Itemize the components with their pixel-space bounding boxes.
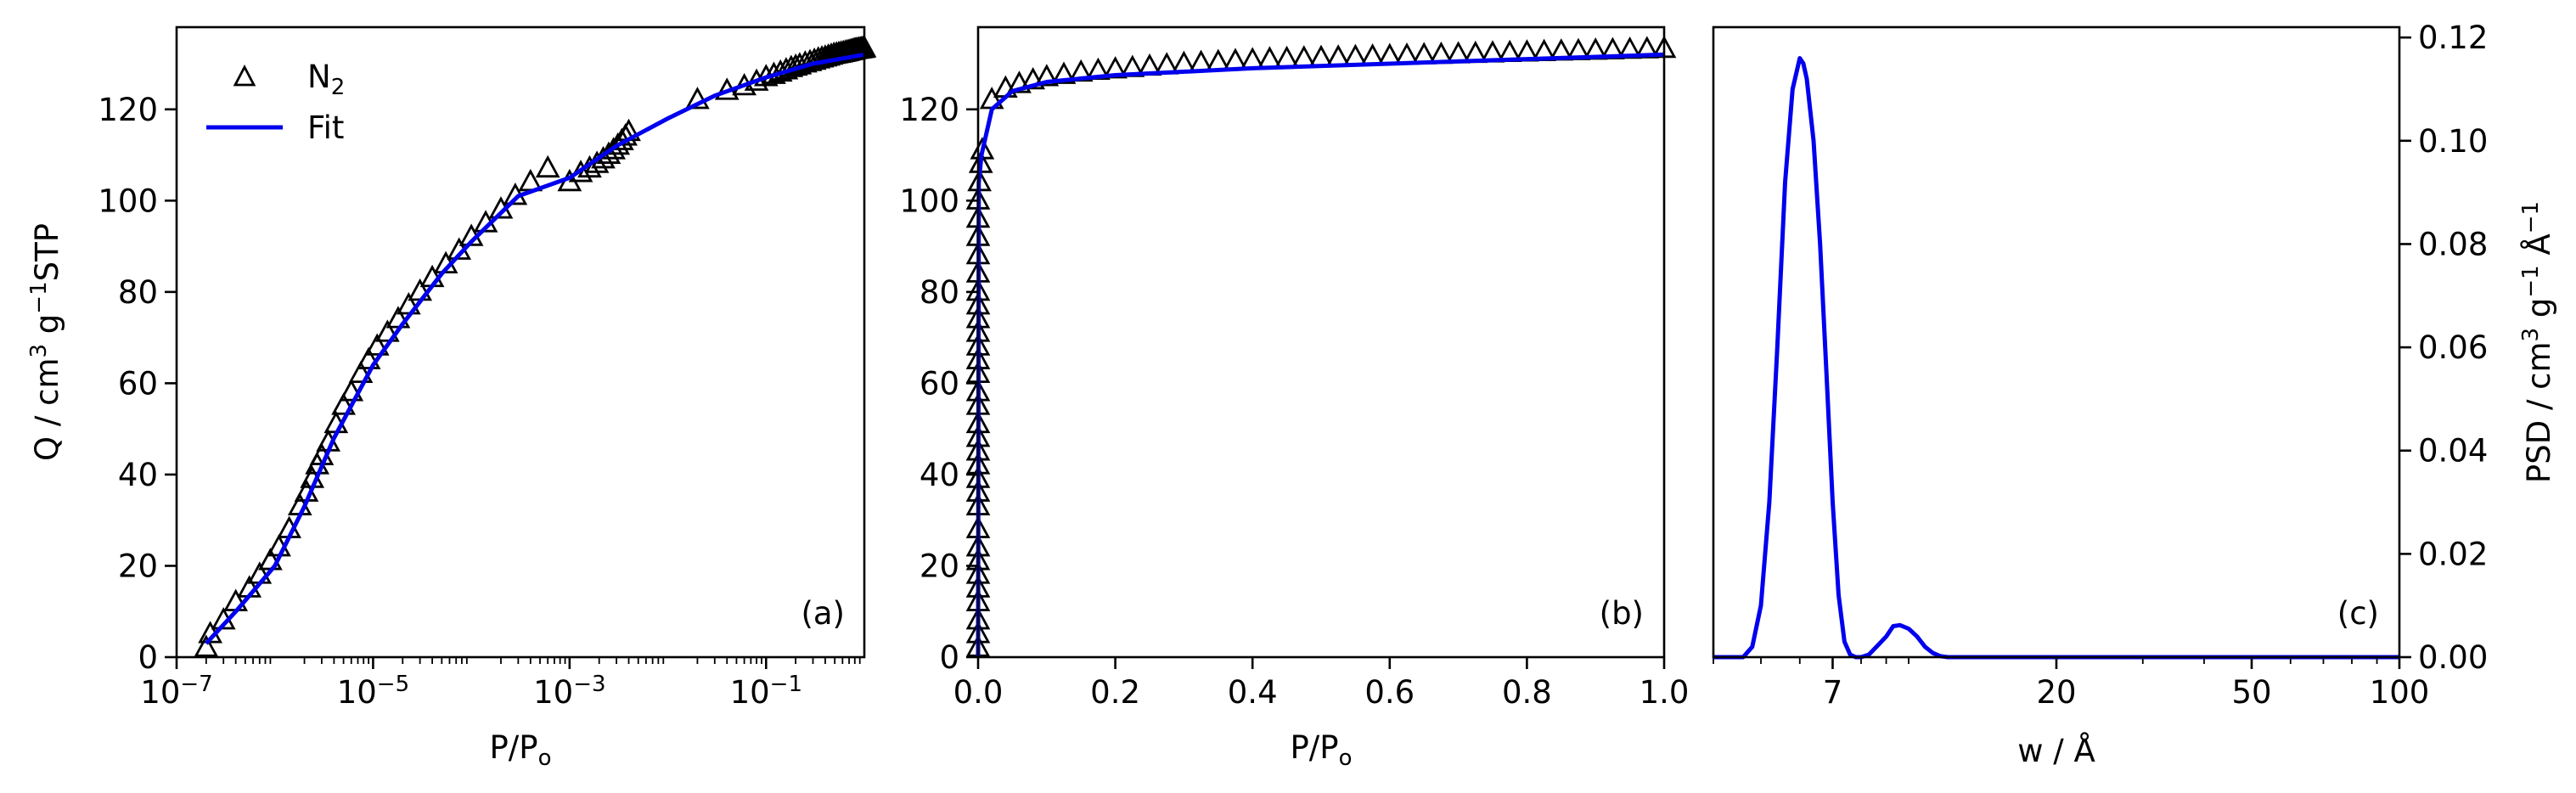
data-point	[339, 379, 364, 402]
data-point	[1051, 61, 1077, 84]
panel-c-plot-area	[1713, 56, 2399, 660]
y-tick-label: 80	[118, 274, 158, 311]
x-tick-label: 0.2	[1090, 674, 1140, 711]
y-tick-label: 0.00	[2418, 639, 2488, 676]
panel-c-y-ticks: 0.00 0.02 0.04 0.06 0.08 0.10 0.12	[2399, 20, 2488, 676]
y-tick-label: 0	[138, 639, 158, 676]
x-tick-label: 1.0	[1640, 674, 1690, 711]
x-tick-label: 10−7	[140, 672, 212, 711]
y-tick-label: 40	[920, 457, 959, 493]
data-point	[356, 346, 381, 369]
x-tick-label: 10−3	[533, 672, 605, 711]
data-point	[787, 52, 813, 75]
x-tick-label: 10−5	[337, 672, 409, 711]
data-point	[364, 333, 390, 356]
panel-a-legend: N2 Fit	[206, 59, 345, 146]
legend-label-fit: Fit	[307, 110, 344, 146]
panel-b-y-ticks: 0 20 40 60 80 100 120	[899, 92, 978, 676]
panel-c-x-ticks: 7 20 50 100	[1713, 657, 2429, 711]
y-tick-label: 0.10	[2418, 123, 2488, 160]
y-tick-label: 60	[920, 365, 959, 402]
panel-c-x-axis-label: w / Å	[2017, 732, 2095, 769]
data-point	[348, 360, 374, 384]
x-tick-label: 0.4	[1228, 674, 1278, 711]
y-tick-label: 40	[118, 457, 158, 493]
panel-b-plot-area	[965, 35, 1677, 658]
panel-a-frame	[175, 25, 866, 659]
panel-b-x-axis-label: P/Po	[1290, 729, 1352, 771]
y-tick-label: 60	[118, 365, 158, 402]
x-tick-label: 20	[2036, 674, 2076, 711]
series-line	[204, 52, 865, 645]
y-tick-label: 0	[939, 639, 959, 676]
y-tick-label: 20	[118, 548, 158, 584]
y-tick-label: 0.02	[2418, 536, 2488, 572]
y-tick-label: 0.08	[2418, 226, 2488, 262]
y-tick-label: 0.06	[2418, 329, 2488, 366]
data-point	[1021, 66, 1045, 90]
panel-a-x-ticks: 10−7 10−5 10−3 10−1	[140, 657, 861, 711]
y-tick-label: 120	[98, 92, 158, 128]
y-tick-label: 120	[899, 92, 959, 128]
data-point	[194, 634, 219, 657]
panel-b-x-ticks: 0.0 0.2 0.4 0.6 0.8 1.0	[953, 657, 1690, 711]
data-point	[685, 87, 710, 110]
y-tick-label: 100	[98, 183, 158, 219]
y-tick-label: 100	[899, 183, 959, 219]
x-tick-label: 0.6	[1364, 674, 1415, 711]
x-tick-label: 0.0	[953, 674, 1004, 711]
x-tick-label: 10−1	[730, 672, 802, 711]
panel-a-x-axis-label: P/Po	[489, 729, 551, 771]
y-tick-label: 80	[920, 274, 959, 311]
panel-b-frame	[976, 25, 1666, 659]
y-tick-label: 20	[920, 548, 959, 584]
data-point	[1007, 70, 1032, 93]
data-point	[1034, 64, 1060, 87]
panel-c-frame	[1712, 25, 2401, 659]
y-tick-label: 0.12	[2418, 20, 2488, 56]
panel-a-y-axis-label: Q / cm3 g−1STP	[26, 223, 65, 461]
x-tick-label: 7	[1823, 674, 1843, 711]
panel-a: 10−7 10−5 10−3 10−1 0 20 40 60 80 100 120 P/Po Q …	[26, 25, 877, 771]
panel-a-y-ticks: 0 20 40 60 80 100 120	[98, 92, 177, 676]
data-point	[374, 319, 400, 342]
x-tick-label: 0.8	[1502, 674, 1552, 711]
series-line	[1713, 56, 2399, 660]
legend-marker-n2	[233, 64, 256, 87]
data-point	[535, 155, 560, 178]
x-tick-label: 50	[2231, 674, 2271, 711]
panel-a-plot-area	[194, 35, 877, 657]
panel-b-tag: (b)	[1600, 595, 1644, 632]
legend-label-n2: N2	[307, 59, 345, 100]
x-tick-label: 100	[2370, 674, 2430, 711]
panel-c-tag: (c)	[2337, 595, 2379, 632]
series-line	[976, 52, 1665, 658]
panel-c-y-axis-label: PSD / cm3 g−1 Å−1	[2518, 201, 2557, 483]
y-tick-label: 0.04	[2418, 433, 2488, 470]
panel-c: 7 20 50 100 0.00 0.02 0.04 0.06 0.08 0.10 0.12 w …	[1712, 20, 2557, 769]
data-point	[331, 392, 356, 415]
panel-a-tag: (a)	[801, 595, 845, 632]
